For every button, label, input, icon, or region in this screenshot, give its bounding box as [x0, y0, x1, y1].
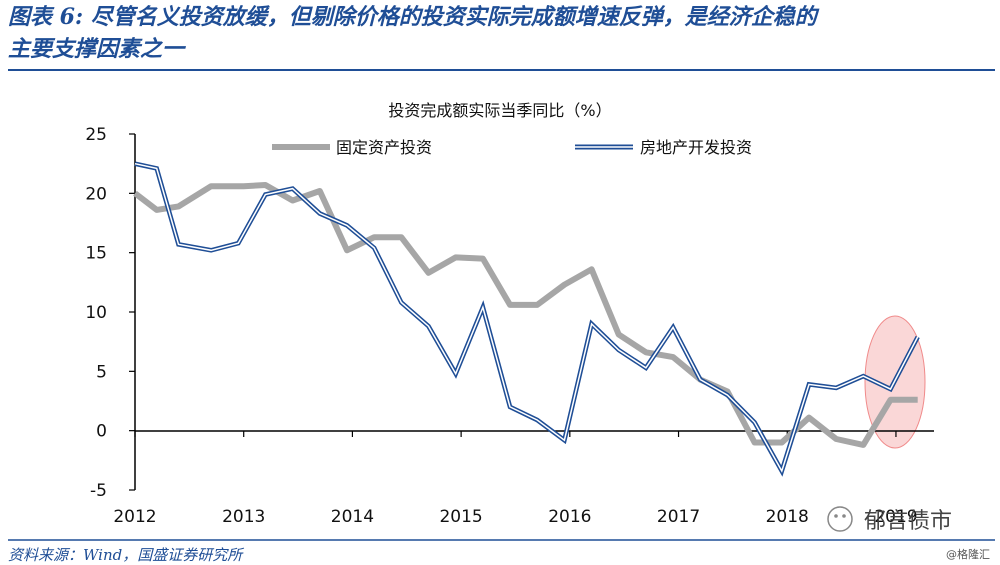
x-ticks: 2012 2013 2014 2015 2016 2017 2018 2019	[113, 431, 918, 527]
y-tick-label: 5	[96, 362, 107, 382]
x-tick-label: 2015	[439, 507, 482, 527]
x-tick-label: 2017	[657, 507, 700, 527]
watermark: 郁言债市 @格隆汇	[827, 506, 990, 561]
legend: 固定资产投资 房地产开发投资	[272, 138, 752, 157]
x-tick-label: 2012	[113, 507, 156, 527]
wechat-icon-eye-right	[842, 514, 846, 518]
watermark-credit: @格隆汇	[946, 547, 990, 561]
watermark-text: 郁言债市	[864, 509, 952, 534]
legend-label-fixed-asset: 固定资产投资	[336, 138, 432, 157]
y-tick-label: 15	[85, 244, 107, 264]
x-tick-label: 2014	[331, 507, 374, 527]
y-tick-label: 25	[85, 125, 107, 145]
y-tick-label: 0	[96, 422, 107, 442]
x-tick-label: 2019	[874, 507, 917, 527]
series-line-fixed-asset	[133, 182, 918, 448]
header-title-line1: 图表 6: 尽管名义投资放缓，但剔除价格的投资实际完成额增速反弹，是经济企稳的	[8, 4, 820, 30]
x-tick-label: 2018	[766, 507, 809, 527]
x-tick-label: 2013	[222, 507, 265, 527]
series-layer	[133, 161, 920, 477]
chart-title: 投资完成额实际当季同比（%）	[388, 101, 611, 120]
footer-source: 资料来源：Wind，国盛证券研究所	[8, 546, 244, 564]
y-tick-label: -5	[90, 481, 107, 501]
series-line-real-estate-inner	[134, 162, 919, 473]
header-title-line2: 主要支撑因素之一	[8, 36, 187, 62]
y-tick-label: 10	[85, 303, 107, 323]
y-ticks: -5 0 5 10 15 20 25	[85, 125, 135, 501]
wechat-icon	[827, 506, 853, 532]
y-tick-label: 20	[85, 184, 107, 204]
legend-label-real-estate: 房地产开发投资	[640, 138, 752, 157]
wechat-icon-eye-left	[834, 514, 838, 518]
x-tick-label: 2016	[548, 507, 591, 527]
